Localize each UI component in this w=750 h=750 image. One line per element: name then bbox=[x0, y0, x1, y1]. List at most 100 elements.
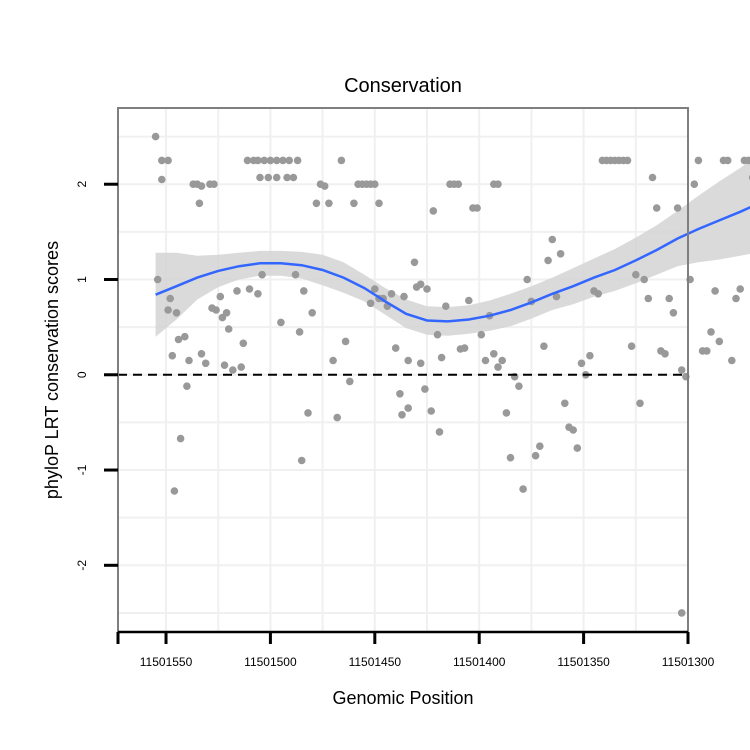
y-tick-label: -2 bbox=[75, 560, 89, 571]
data-point bbox=[197, 182, 206, 190]
data-point bbox=[181, 332, 189, 341]
data-point bbox=[523, 275, 531, 284]
data-point bbox=[454, 180, 463, 188]
data-point bbox=[548, 235, 557, 244]
x-axis: 11501550 11501500 11501450 11501400 11501350… bbox=[116, 630, 715, 669]
data-point bbox=[375, 199, 383, 208]
data-point bbox=[320, 182, 329, 190]
data-point bbox=[404, 404, 413, 412]
data-point bbox=[308, 309, 317, 317]
data-points bbox=[151, 132, 750, 617]
data-point bbox=[586, 351, 594, 360]
data-point bbox=[473, 204, 481, 212]
data-point bbox=[465, 296, 473, 305]
data-point bbox=[277, 318, 285, 327]
data-point bbox=[437, 353, 446, 362]
data-point bbox=[341, 337, 350, 346]
data-point bbox=[195, 199, 204, 208]
data-point bbox=[224, 325, 233, 333]
data-point bbox=[665, 294, 673, 303]
data-point bbox=[197, 350, 206, 358]
data-point bbox=[669, 309, 678, 317]
data-point bbox=[201, 359, 210, 368]
data-point bbox=[164, 156, 172, 165]
data-point bbox=[264, 173, 273, 182]
data-point bbox=[690, 180, 699, 188]
x-tick-label: 11501400 bbox=[453, 655, 506, 669]
data-point bbox=[400, 292, 408, 301]
data-point bbox=[293, 156, 302, 165]
data-point bbox=[711, 287, 719, 295]
data-point bbox=[212, 306, 220, 314]
data-point bbox=[498, 356, 507, 365]
data-point bbox=[661, 350, 669, 358]
data-point bbox=[744, 156, 750, 165]
x-tick-label: 11501300 bbox=[662, 655, 715, 669]
data-point bbox=[164, 306, 172, 314]
data-point bbox=[239, 339, 248, 348]
data-point bbox=[435, 428, 444, 436]
data-point bbox=[329, 356, 337, 365]
data-point bbox=[636, 399, 644, 408]
data-point bbox=[350, 199, 358, 208]
data-point bbox=[460, 344, 469, 352]
data-point bbox=[260, 156, 269, 165]
x-tick-label: 11501550 bbox=[140, 655, 193, 669]
data-point bbox=[707, 328, 715, 336]
data-point bbox=[536, 442, 544, 451]
data-point bbox=[694, 156, 703, 165]
data-point bbox=[220, 361, 229, 370]
data-point bbox=[371, 180, 379, 188]
data-point bbox=[416, 280, 425, 289]
data-point bbox=[170, 487, 179, 495]
data-point bbox=[258, 270, 266, 279]
data-point bbox=[632, 270, 640, 279]
data-point bbox=[233, 287, 241, 295]
y-tick-label: -1 bbox=[75, 464, 89, 475]
data-point bbox=[404, 356, 413, 365]
data-point bbox=[410, 258, 419, 267]
data-point bbox=[172, 309, 181, 317]
data-point bbox=[285, 156, 294, 165]
data-point bbox=[312, 199, 321, 208]
data-point bbox=[266, 156, 275, 165]
data-point bbox=[723, 156, 732, 165]
data-point bbox=[295, 328, 304, 336]
data-point bbox=[300, 287, 308, 295]
plot-panel bbox=[117, 107, 750, 633]
data-point bbox=[291, 270, 300, 279]
data-point bbox=[337, 156, 346, 165]
data-point bbox=[254, 290, 262, 298]
data-point bbox=[677, 609, 686, 617]
data-point bbox=[283, 173, 291, 182]
data-point bbox=[421, 385, 429, 393]
data-point bbox=[577, 359, 586, 368]
data-point bbox=[237, 363, 245, 371]
y-axis: -2 -1 0 1 2 bbox=[75, 181, 118, 571]
data-point bbox=[494, 180, 502, 188]
data-point bbox=[515, 382, 523, 391]
data-point bbox=[297, 456, 306, 465]
data-point bbox=[289, 173, 298, 182]
data-point bbox=[168, 351, 177, 360]
data-point bbox=[540, 342, 548, 351]
data-point bbox=[442, 302, 450, 311]
data-point bbox=[673, 204, 682, 212]
y-tick-label: 2 bbox=[75, 181, 89, 188]
data-point bbox=[272, 173, 281, 182]
data-point bbox=[166, 294, 174, 303]
data-point bbox=[185, 356, 193, 365]
data-point bbox=[490, 350, 498, 358]
data-point bbox=[433, 330, 442, 339]
smooth-curve bbox=[155, 205, 750, 323]
data-point bbox=[366, 299, 375, 308]
data-point bbox=[254, 156, 262, 165]
data-point bbox=[728, 356, 736, 365]
data-point bbox=[243, 156, 252, 165]
data-point bbox=[502, 409, 511, 417]
data-point bbox=[423, 285, 431, 293]
data-point bbox=[416, 359, 425, 368]
data-point bbox=[494, 363, 502, 371]
data-point bbox=[477, 330, 486, 339]
